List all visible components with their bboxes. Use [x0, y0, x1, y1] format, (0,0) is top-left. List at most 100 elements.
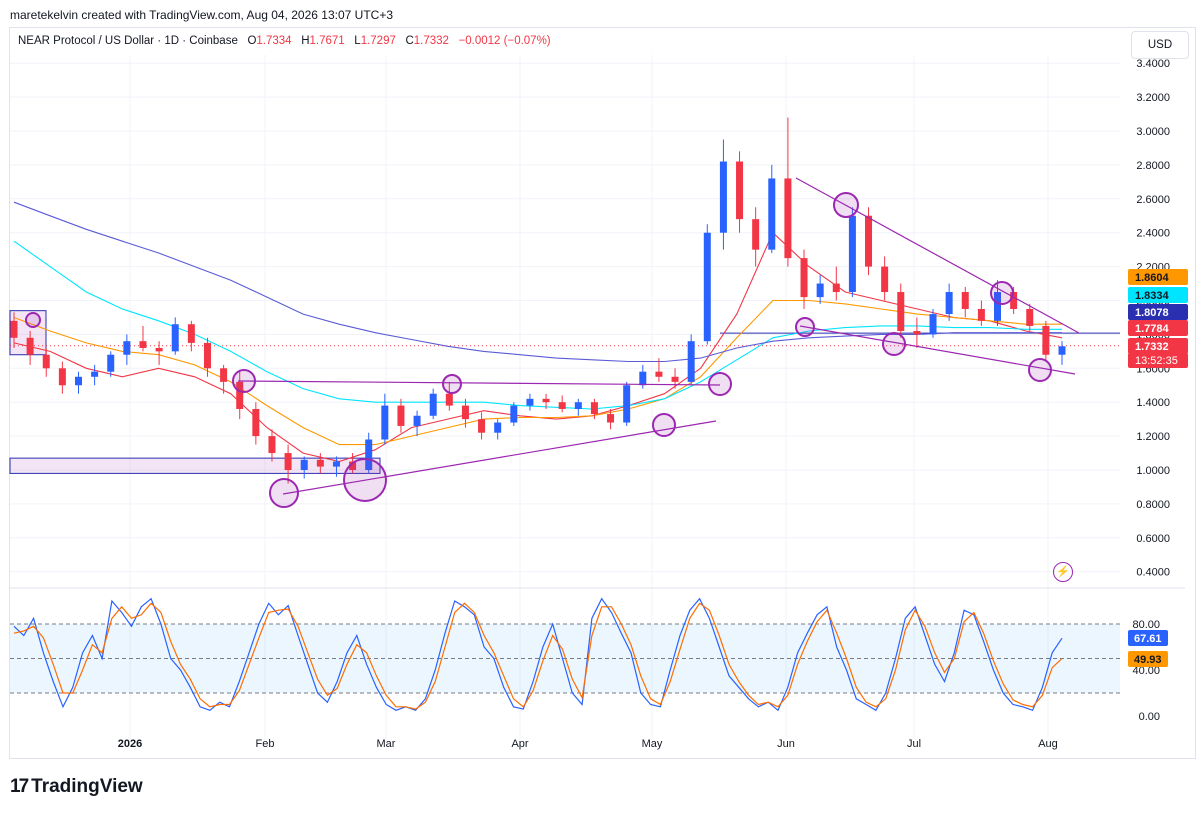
candle-body	[123, 341, 131, 355]
candle-body	[1026, 308, 1034, 326]
low-label: L	[354, 35, 361, 47]
candle-body	[220, 368, 228, 382]
candle-body	[107, 354, 115, 372]
stoch-tick-label: 0.00	[1139, 711, 1160, 723]
annotation-circle	[232, 369, 256, 393]
candle-body	[316, 459, 324, 467]
candle-body	[349, 461, 357, 470]
candle-body	[494, 422, 502, 433]
high-value: 1.7671	[309, 35, 345, 47]
candle-body	[881, 266, 889, 293]
price-label-text: 1.7784	[1135, 323, 1170, 335]
candle-body	[929, 314, 937, 335]
ema-line	[13, 299, 1062, 446]
tradingview-logo-icon: 17	[10, 776, 29, 797]
x-tick-label: Apr	[511, 738, 528, 750]
close-value: 1.7332	[413, 35, 449, 47]
countdown-text: 13:52:35	[1135, 355, 1178, 367]
y-tick-label: 1.0000	[1136, 465, 1170, 477]
candle-body	[897, 292, 905, 332]
x-tick-label: Feb	[256, 738, 275, 750]
price-label-box	[1128, 269, 1188, 285]
candle-body	[397, 405, 405, 426]
y-tick-label: 2.4000	[1136, 228, 1170, 240]
candle-body	[74, 376, 82, 386]
y-tick-label: 1.4000	[1136, 397, 1170, 409]
candle-body	[478, 419, 486, 433]
stoch-value-text: 67.61	[1134, 633, 1162, 645]
candle-body	[91, 371, 99, 377]
stoch-line	[13, 602, 1063, 710]
annotation-circle	[882, 332, 906, 356]
candle-body	[26, 337, 34, 355]
candle-body	[429, 393, 437, 416]
trendline	[795, 177, 1080, 334]
candle-body	[865, 215, 873, 267]
candle-body	[655, 371, 663, 377]
candle-body	[1010, 292, 1018, 309]
ema-line	[13, 201, 1062, 363]
annotation-circle	[652, 413, 676, 437]
annotation-circle	[25, 312, 41, 328]
candle-body	[752, 219, 760, 250]
open-value: 1.7334	[256, 35, 292, 47]
candle-body	[671, 376, 679, 382]
y-tick-label: 0.6000	[1136, 533, 1170, 545]
candle-body	[994, 292, 1002, 321]
candle-body	[945, 292, 953, 315]
tradingview-logo: 17 TradingView	[10, 776, 143, 798]
candle-body	[719, 161, 727, 233]
stoch-value-box	[1128, 630, 1168, 646]
annotation-circle	[442, 374, 462, 394]
trendline	[282, 420, 717, 495]
lightning-icon[interactable]: ⚡	[1053, 562, 1073, 582]
annotation-circle	[708, 372, 732, 396]
candle-body	[574, 402, 582, 409]
candle-body	[445, 393, 453, 406]
candle-body	[800, 258, 808, 298]
candle-body	[284, 453, 292, 470]
candle-body	[381, 405, 389, 440]
annotation-circle	[269, 478, 299, 508]
annotation-circle	[343, 458, 387, 502]
candle-body	[139, 341, 147, 348]
stoch-tick-label: 80.00	[1132, 619, 1160, 631]
candle-body	[58, 368, 66, 386]
candle-body	[365, 439, 373, 470]
candle-body	[187, 324, 195, 343]
candle-body	[461, 405, 469, 420]
tradingview-brand-text: TradingView	[31, 776, 143, 797]
candle-body	[203, 342, 211, 369]
high-label: H	[301, 35, 310, 47]
currency-button[interactable]: USD	[1131, 31, 1189, 59]
price-label-box	[1128, 304, 1188, 320]
x-tick-label: Jun	[777, 738, 795, 750]
candle-body	[590, 402, 598, 415]
candle-body	[268, 436, 276, 454]
y-tick-label: 3.4000	[1136, 58, 1170, 70]
price-label-box	[1128, 338, 1188, 354]
candle-body	[607, 414, 615, 423]
candle-body	[703, 232, 711, 342]
x-tick-label: Jul	[907, 738, 921, 750]
candle-body	[784, 178, 792, 259]
chart-frame	[9, 27, 1196, 759]
y-tick-label: 3.2000	[1136, 92, 1170, 104]
stoch-value-text: 49.93	[1134, 654, 1162, 666]
candle-body	[155, 347, 163, 352]
symbol-legend: NEAR Protocol / US Dollar · 1D · Coinbas…	[18, 35, 551, 47]
symbol-name: NEAR Protocol / US Dollar · 1D · Coinbas…	[18, 35, 238, 47]
candle-body	[542, 398, 550, 403]
price-label-box	[1128, 287, 1188, 303]
annotation-circle	[795, 317, 815, 337]
x-tick-label: Aug	[1038, 738, 1058, 750]
price-label-text: 1.8078	[1135, 307, 1169, 319]
y-tick-label: 0.8000	[1136, 499, 1170, 511]
stoch-tick-label: 40.00	[1132, 665, 1160, 677]
annotation-circle	[1028, 358, 1052, 382]
candle-body	[848, 215, 856, 293]
candle-body	[10, 320, 18, 338]
candle-body	[913, 331, 921, 335]
candle-body	[736, 161, 744, 220]
